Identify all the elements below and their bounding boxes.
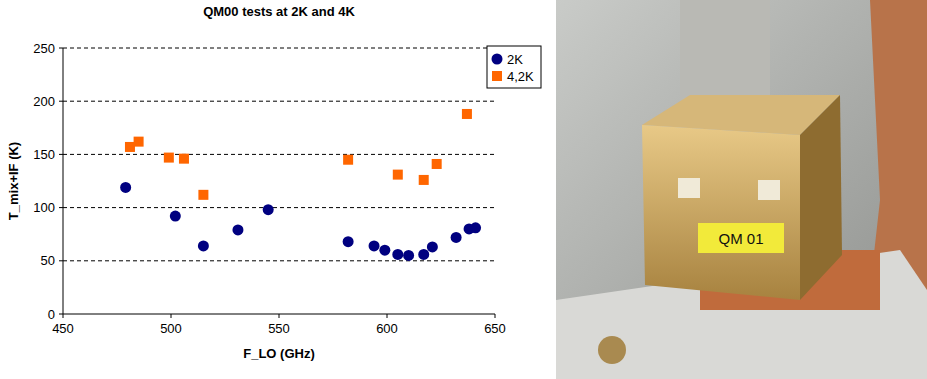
photo: QM 01 (556, 0, 927, 379)
y-tick-label: 100 (33, 200, 55, 215)
point (179, 154, 189, 164)
legend-marker (492, 71, 502, 81)
grid-line (63, 154, 495, 155)
point (403, 250, 414, 261)
point (343, 155, 353, 165)
point (393, 170, 403, 180)
grid-line (63, 101, 495, 102)
x-tick (63, 314, 64, 318)
x-tick-label: 600 (376, 321, 398, 336)
x-tick-label: 550 (268, 321, 290, 336)
point (198, 190, 208, 200)
y-tick (59, 48, 63, 49)
point (451, 232, 462, 243)
legend-label: 4,2K (507, 69, 534, 84)
photo-label: QM 01 (718, 230, 763, 247)
x-tick (495, 314, 496, 318)
window (758, 180, 780, 200)
y-tick (59, 260, 63, 261)
y-tick-label: 200 (33, 94, 55, 109)
grid-line (63, 260, 495, 261)
y-tick-label: 0 (48, 307, 55, 322)
y-tick (59, 154, 63, 155)
x-tick (387, 314, 388, 318)
y-tick (59, 207, 63, 208)
point (379, 245, 390, 256)
point (462, 109, 472, 119)
x-tick (171, 314, 172, 318)
y-tick (59, 314, 63, 315)
point (418, 249, 429, 260)
x-tick-label: 500 (160, 321, 182, 336)
point (432, 159, 442, 169)
screw (598, 336, 626, 364)
legend (487, 46, 541, 88)
point (343, 236, 354, 247)
y-tick-label: 250 (33, 41, 55, 56)
point (419, 175, 429, 185)
mixer-block (642, 125, 800, 300)
point (392, 249, 403, 260)
window (678, 178, 700, 198)
legend-marker (492, 54, 503, 65)
label-sticker (698, 223, 784, 253)
y-tick-label: 50 (41, 253, 55, 268)
point (198, 240, 209, 251)
x-axis-label: F_LO (GHz) (243, 346, 315, 361)
point (125, 142, 135, 152)
y-tick-label: 150 (33, 147, 55, 162)
bias-block (680, 0, 770, 110)
point (263, 204, 274, 215)
grid-line (63, 207, 495, 208)
y-tick (59, 101, 63, 102)
block-side (800, 95, 842, 300)
y-axis-label: T_mix+IF (K) (6, 142, 21, 220)
x-tick-label: 650 (484, 321, 506, 336)
legend-label: 2K (507, 52, 523, 67)
point (120, 182, 131, 193)
point (232, 224, 243, 235)
grid-line (63, 48, 495, 49)
x-axis (63, 314, 495, 315)
point (134, 137, 144, 147)
title: QM00 tests at 2K and 4K (203, 4, 355, 19)
y-axis (63, 48, 64, 314)
point (164, 153, 174, 163)
point (470, 222, 481, 233)
point (170, 211, 181, 222)
point (427, 241, 438, 252)
points (120, 109, 481, 261)
point (369, 240, 380, 251)
x-tick (279, 314, 280, 318)
x-tick-label: 450 (52, 321, 74, 336)
figure: QM00 tests at 2K and 4K 0 50 100 150 200 250 45… (0, 0, 927, 379)
photo-background (556, 0, 927, 379)
